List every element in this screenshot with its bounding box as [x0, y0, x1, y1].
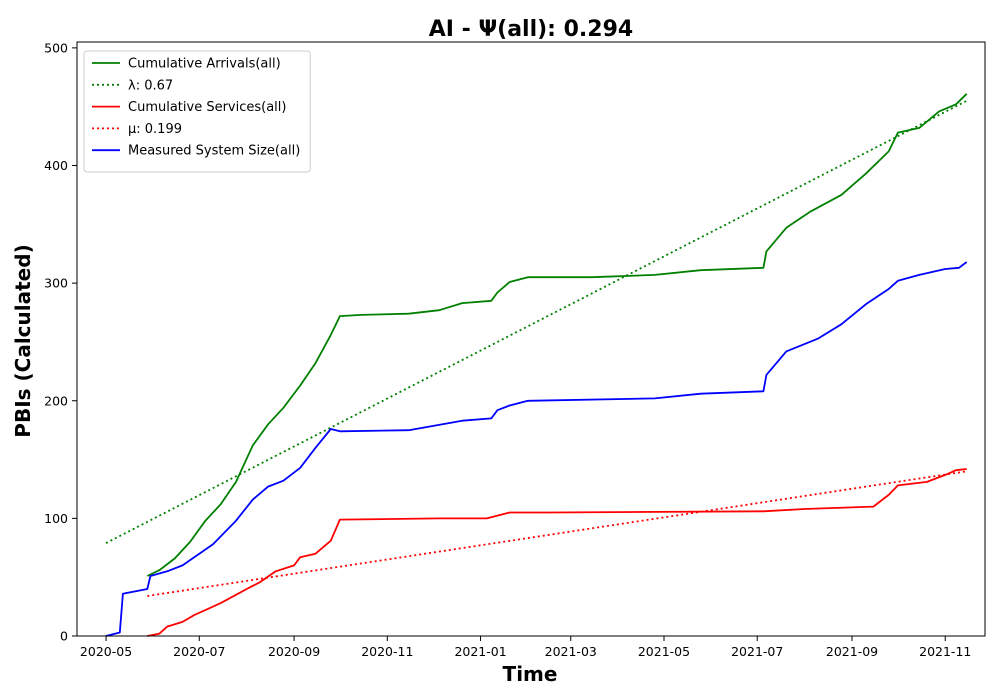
legend-label: λ: 0.67: [128, 78, 173, 93]
legend: Cumulative Arrivals(all) λ: 0.67 Cumulativ…: [83, 50, 311, 173]
legend-label: Measured System Size(all): [128, 144, 300, 159]
y-tick-label: 500: [44, 40, 68, 55]
legend-box: [83, 50, 311, 173]
x-tick-label: 2020-09: [268, 644, 320, 659]
legend-label: Cumulative Services(all): [128, 100, 286, 115]
y-tick-label: 200: [44, 393, 68, 408]
x-tick-label: 2020-11: [361, 644, 413, 659]
y-tick-label: 300: [44, 276, 68, 291]
x-tick-label: 2021-11: [919, 644, 971, 659]
y-axis-label: PBIs (Calculated): [11, 244, 35, 437]
series-line-0-67: [105, 99, 968, 544]
chart-title: AI - Ψ(all): 0.294: [429, 17, 633, 42]
series-line-cumulative-services-all: [147, 468, 967, 637]
y-tick-label: 100: [44, 511, 68, 526]
series-line-measured-system-size-all: [105, 261, 968, 637]
legend-label: μ: 0.199: [128, 122, 182, 137]
x-tick-label: 2020-05: [80, 644, 132, 659]
y-tick-label: 0: [60, 629, 68, 644]
series-line-0-199: [147, 470, 967, 597]
x-tick-label: 2021-05: [638, 644, 690, 659]
series-line-cumulative-arrivals-all: [146, 93, 968, 577]
x-tick-label: 2021-07: [731, 644, 783, 659]
x-tick-label: 2021-09: [826, 644, 878, 659]
x-tick-label: 2021-01: [454, 644, 506, 659]
y-tick-label: 400: [44, 158, 68, 173]
legend-label: Cumulative Arrivals(all): [128, 57, 281, 72]
plot-area: [105, 93, 968, 637]
axes: 2020-05 2020-07 2020-09 2020-11 2021-01 2021-…: [44, 40, 986, 659]
plot-frame: [76, 41, 986, 637]
x-tick-label: 2020-07: [173, 644, 225, 659]
x-axis-label: Time: [503, 662, 558, 686]
x-tick-label: 2021-03: [545, 644, 597, 659]
